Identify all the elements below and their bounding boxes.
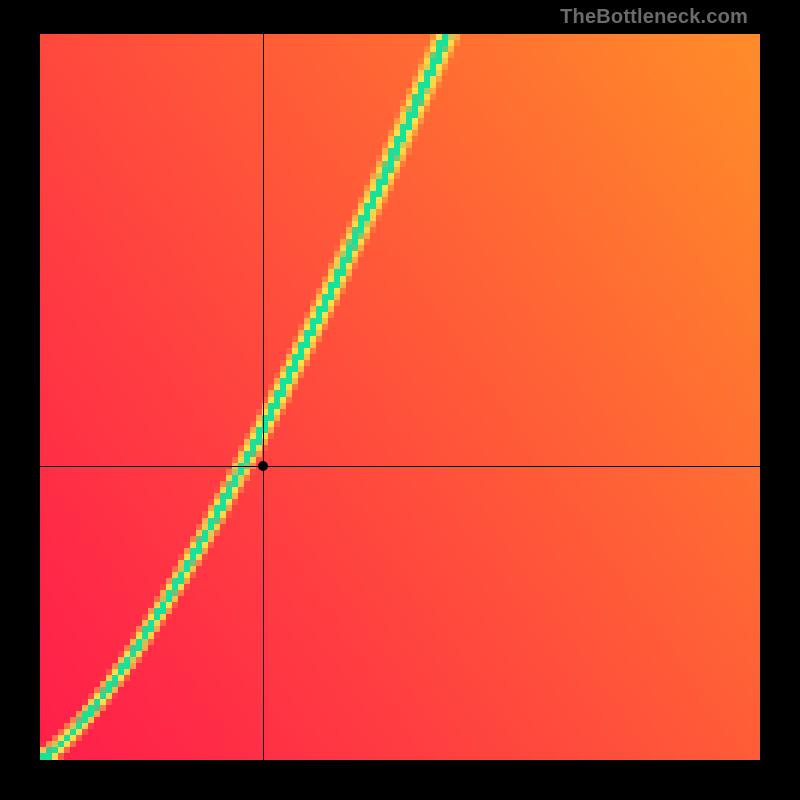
chart-frame: TheBottleneck.com <box>0 0 800 800</box>
watermark-text: TheBottleneck.com <box>560 6 748 29</box>
plot-area <box>40 34 760 760</box>
heatmap-canvas <box>40 34 760 760</box>
